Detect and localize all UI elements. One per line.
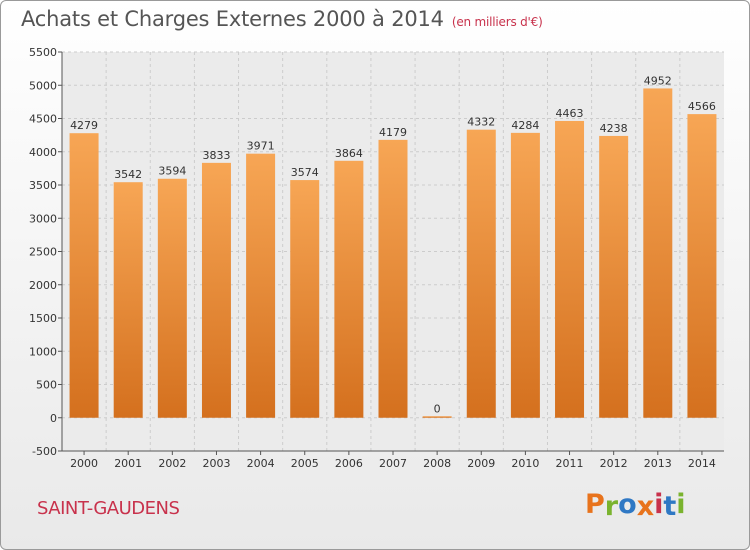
brand-letter: o: [618, 489, 637, 520]
bar-2003: [201, 162, 231, 418]
data-label-2002: 3594: [158, 165, 186, 178]
x-tick-label-2001: 2001: [114, 457, 142, 470]
y-tick-label: 2500: [29, 246, 57, 259]
x-tick-label-2009: 2009: [467, 457, 495, 470]
brand-letter: r: [604, 491, 619, 522]
chart-subtitle: (en milliers d'€): [451, 15, 543, 29]
brand-letter: x: [636, 491, 655, 522]
x-tick-label-2007: 2007: [379, 457, 407, 470]
bar-2013: [643, 88, 673, 418]
y-tick-label: 2000: [29, 279, 57, 292]
bar-2000: [69, 133, 99, 418]
y-tick-label: 5500: [29, 46, 57, 59]
y-tick-label: 5000: [29, 79, 57, 92]
x-tick-label-2004: 2004: [247, 457, 275, 470]
y-tick-label: 3500: [29, 179, 57, 192]
x-tick-label-2012: 2012: [600, 457, 628, 470]
y-tick-label: 3000: [29, 212, 57, 225]
bar-2005: [290, 180, 320, 418]
x-tick-label-2014: 2014: [688, 457, 716, 470]
bar-2002: [157, 178, 187, 418]
bar-2007: [378, 139, 408, 418]
bar-2011: [555, 120, 585, 418]
bar-2014: [687, 114, 717, 418]
brand-letter: t: [663, 491, 677, 522]
x-tick-label-2002: 2002: [158, 457, 186, 470]
data-label-2006: 3864: [335, 147, 363, 160]
data-label-2005: 3574: [291, 166, 319, 179]
x-tick-label-2000: 2000: [70, 457, 98, 470]
x-tick-label-2006: 2006: [335, 457, 363, 470]
x-tick-label-2005: 2005: [291, 457, 319, 470]
bar-2010: [510, 132, 540, 418]
data-label-2004: 3971: [247, 140, 275, 153]
y-tick-label: 4500: [29, 113, 57, 126]
data-label-2013: 4952: [644, 74, 672, 87]
y-tick-label: 500: [36, 379, 57, 392]
y-tick-label: -500: [32, 445, 57, 458]
bar-2006: [334, 160, 364, 418]
data-labels: 4279 3542 3594 3833 3971 3574 3864 4179 0 4332 428…: [70, 74, 716, 415]
bar-2009: [466, 129, 496, 418]
x-tick-label-2003: 2003: [202, 457, 230, 470]
bar-2004: [246, 153, 276, 418]
brand-logo: Proxiti: [585, 489, 686, 522]
y-tick-label: 1500: [29, 312, 57, 325]
brand-letter: i: [654, 489, 664, 520]
x-tick-label-2008: 2008: [423, 457, 451, 470]
data-label-2014: 4566: [688, 100, 716, 113]
bar-2012: [599, 135, 629, 418]
axes: -500 0 500 1000 1500 2000 2500 3000 3500 4000 4500…: [29, 46, 724, 470]
chart-title: Achats et Charges Externes 2000 à 2014 (e…: [21, 7, 543, 31]
x-tick-label-2013: 2013: [644, 457, 672, 470]
data-label-2001: 3542: [114, 168, 142, 181]
y-tick-label: 1000: [29, 345, 57, 358]
data-label-2003: 3833: [202, 149, 230, 162]
x-tick-label-2011: 2011: [556, 457, 584, 470]
chart-title-text: Achats et Charges Externes 2000 à 2014: [21, 7, 444, 31]
brand-letter: i: [676, 489, 686, 520]
brand-letter: P: [585, 489, 605, 520]
data-label-2011: 4463: [556, 107, 584, 120]
bar-2008: [422, 416, 452, 418]
data-label-2008: 0: [434, 402, 441, 415]
y-tick-label: 4000: [29, 146, 57, 159]
data-label-2012: 4238: [600, 122, 628, 135]
bars: [69, 88, 717, 418]
y-tick-label: 0: [50, 412, 57, 425]
data-label-2000: 4279: [70, 119, 98, 132]
x-tick-label-2010: 2010: [511, 457, 539, 470]
data-label-2009: 4332: [467, 116, 495, 129]
data-label-2010: 4284: [511, 119, 539, 132]
city-name: SAINT-GAUDENS: [37, 498, 180, 519]
bar-2001: [113, 182, 143, 418]
data-label-2007: 4179: [379, 126, 407, 139]
